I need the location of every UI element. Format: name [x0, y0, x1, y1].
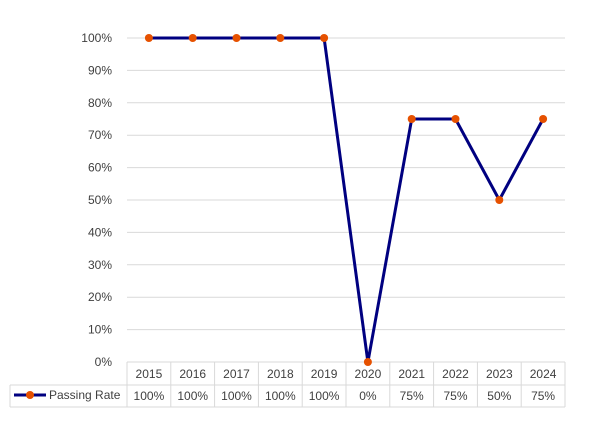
- y-tick-label: 70%: [88, 128, 112, 142]
- y-tick-label: 40%: [88, 225, 112, 239]
- x-tick-label: 2015: [136, 367, 163, 381]
- data-point: [539, 115, 548, 123]
- data-label: 100%: [265, 389, 296, 403]
- legend: Passing Rate: [14, 388, 121, 402]
- legend-series-name: Passing Rate: [49, 388, 121, 402]
- data-label: 75%: [400, 389, 424, 403]
- data-point: [451, 115, 460, 123]
- data-point: [320, 34, 329, 42]
- x-tick-label: 2018: [267, 367, 294, 381]
- x-tick-label: 2022: [442, 367, 469, 381]
- x-tick-label: 2023: [486, 367, 513, 381]
- legend-marker-swatch: [26, 391, 34, 399]
- data-point: [407, 115, 416, 123]
- data-point: [188, 34, 197, 42]
- data-label: 0%: [359, 389, 377, 403]
- data-label: 100%: [177, 389, 208, 403]
- y-tick-label: 60%: [88, 161, 112, 175]
- data-label: 100%: [221, 389, 252, 403]
- y-axis-ticks: 0% 10% 20% 30% 40% 50% 60% 70% 80% 90% 100%: [81, 31, 112, 369]
- x-tick-label: 2019: [311, 367, 338, 381]
- data-label: 100%: [134, 389, 165, 403]
- y-tick-label: 80%: [88, 96, 112, 110]
- y-tick-label: 100%: [81, 31, 112, 45]
- x-tick-label: 2020: [355, 367, 382, 381]
- data-point: [144, 34, 153, 42]
- y-tick-label: 10%: [88, 323, 112, 337]
- x-tick-label: 2021: [398, 367, 425, 381]
- y-tick-label: 0%: [95, 355, 113, 369]
- y-tick-label: 50%: [88, 193, 112, 207]
- data-point: [363, 358, 372, 366]
- data-point: [232, 34, 241, 42]
- series-line: [148, 36, 545, 364]
- data-label: 50%: [487, 389, 511, 403]
- y-tick-label: 20%: [88, 290, 112, 304]
- x-tick-label: 2024: [530, 367, 557, 381]
- y-tick-label: 30%: [88, 258, 112, 272]
- series-passing-rate: [144, 34, 548, 366]
- data-label: 75%: [443, 389, 467, 403]
- x-tick-label: 2016: [179, 367, 206, 381]
- data-label: 75%: [531, 389, 555, 403]
- data-label: 100%: [309, 389, 340, 403]
- data-table: 2015 2016 2017 2018 2019 2020 2021 2022 2023 2024…: [9, 361, 566, 408]
- x-tick-label: 2017: [223, 367, 250, 381]
- y-tick-label: 90%: [88, 63, 112, 77]
- data-point: [276, 34, 285, 42]
- data-point: [495, 196, 504, 204]
